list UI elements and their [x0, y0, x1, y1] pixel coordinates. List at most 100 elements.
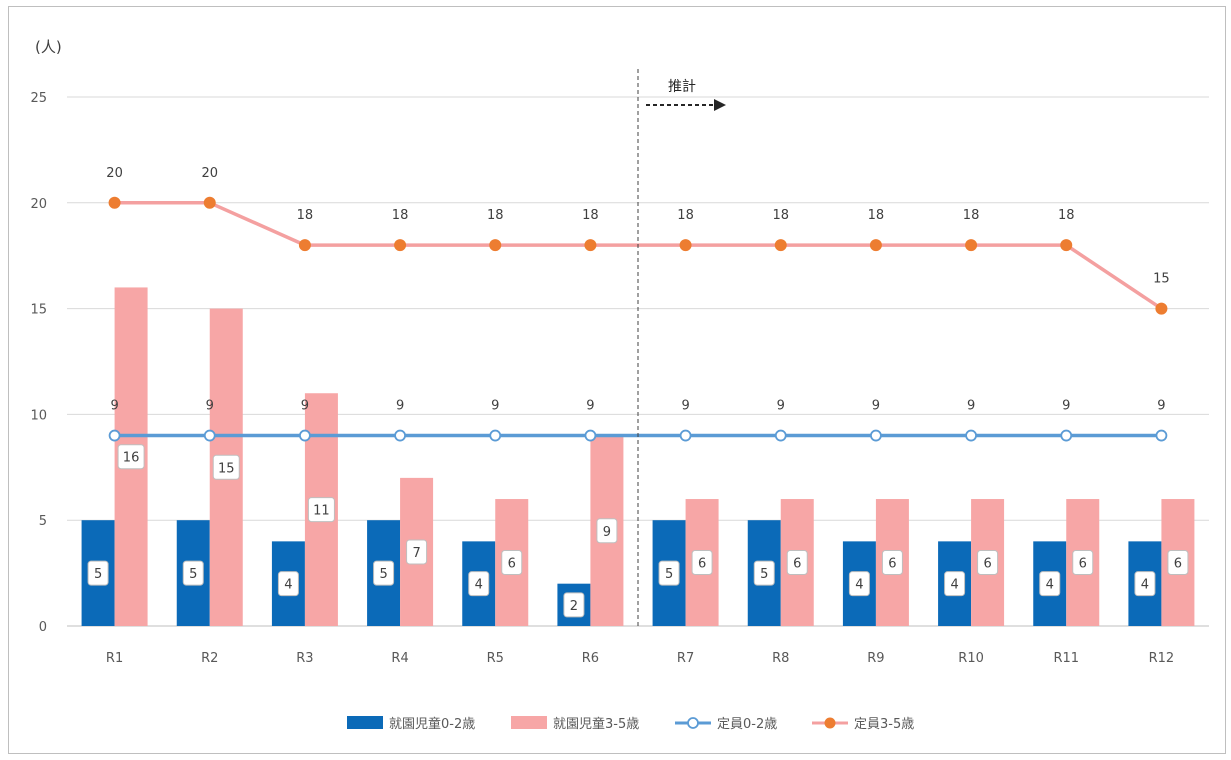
bar-value-label: 11	[313, 504, 330, 519]
bar-value-box	[182, 560, 204, 586]
point-marker	[774, 239, 787, 252]
bar-value-box	[596, 518, 618, 544]
line-value-label: 9	[872, 399, 880, 414]
y-unit-label: (人)	[35, 38, 62, 56]
bar-value-label: 4	[1141, 578, 1149, 593]
bar-value-label: 4	[1046, 578, 1054, 593]
line-value-label: 9	[396, 399, 404, 414]
bar-value-label: 4	[950, 578, 958, 593]
legend-label: 就園児童0-2歳	[389, 716, 475, 732]
bar-value-label: 15	[218, 461, 235, 476]
bar-value-box	[691, 550, 713, 576]
legend-label: 就園児童3-5歳	[553, 716, 639, 732]
bar-value-label: 6	[1079, 557, 1087, 572]
line-value-label: 18	[963, 208, 980, 223]
bar-value-box	[848, 571, 870, 597]
point-marker	[299, 429, 311, 442]
bar-value-label: 4	[855, 578, 863, 593]
y-tick-label: 5	[39, 514, 47, 529]
legend-swatch	[511, 716, 547, 729]
x-tick-label: R6	[582, 651, 599, 666]
line-value-label: 9	[491, 399, 499, 414]
point-marker	[1155, 429, 1168, 442]
line-value-label: 18	[392, 208, 409, 223]
bar-value-label: 6	[1174, 557, 1182, 572]
x-tick-label: R8	[772, 651, 789, 666]
x-tick-label: R12	[1149, 651, 1175, 666]
point-marker	[1155, 302, 1168, 315]
chart-frame: (人) 0 5 10 15 20 25 R1 R2 R3 R4 R5 R6 R7 R8 R9 R10 R11 R1…	[8, 6, 1226, 754]
bar-value-label: 9	[603, 525, 611, 540]
bar-value-label: 5	[760, 567, 768, 582]
x-tick-label: R9	[867, 651, 884, 666]
point-marker	[965, 239, 978, 252]
bar-value-box	[881, 550, 903, 576]
legend-swatch	[347, 716, 383, 729]
point-marker	[679, 239, 692, 252]
line-value-label: 18	[582, 208, 599, 223]
bar-value-box	[563, 592, 585, 618]
y-tick-label: 15	[30, 303, 47, 318]
x-tick-label: R4	[391, 651, 408, 666]
point-marker	[203, 429, 216, 442]
bar-value-label: 6	[888, 557, 896, 572]
legend-label: 定員3-5歳	[854, 717, 914, 732]
data-label-layer: 5 5 4 5 4 2 5 5 4 4 4 4 16 15 11 7 6 9 6 6 6 6 6 6 9 9 9 9 9 9 9 9 9 9 9 9 2…	[87, 166, 1189, 618]
x-tick-label: R2	[201, 651, 218, 666]
line-value-label: 20	[106, 166, 123, 181]
bar-value-box	[1039, 571, 1061, 597]
y-tick-label: 25	[30, 91, 47, 106]
line-value-label: 20	[201, 166, 218, 181]
bar-value-box	[658, 560, 680, 586]
bar-value-box	[1072, 550, 1094, 576]
point-marker	[489, 429, 502, 442]
x-tick-label: R1	[106, 651, 123, 666]
line-value-label: 18	[677, 208, 694, 223]
legend-marker	[687, 717, 699, 729]
bar-value-box	[501, 550, 523, 576]
line-value-label: 9	[1157, 399, 1165, 414]
bar-value-label: 16	[123, 451, 140, 466]
line-value-label: 9	[301, 399, 309, 414]
point-marker	[679, 429, 692, 442]
bar-value-box	[753, 560, 775, 586]
bar-value-label: 5	[94, 567, 102, 582]
point-marker	[108, 196, 121, 209]
x-tick-label: R7	[677, 651, 694, 666]
line-layer	[108, 196, 1168, 442]
point-marker	[203, 196, 216, 209]
bar-value-box	[786, 550, 808, 576]
forecast-arrowhead	[714, 99, 726, 111]
bar-value-box	[1134, 571, 1156, 597]
bar-value-label: 5	[189, 567, 197, 582]
point-marker	[489, 239, 502, 252]
bar-value-box	[307, 497, 335, 523]
x-tick-label: R5	[487, 651, 504, 666]
line-value-label: 18	[772, 208, 789, 223]
point-marker	[108, 429, 121, 442]
point-marker	[394, 429, 406, 442]
point-marker	[965, 429, 977, 442]
x-tick-label: R10	[958, 651, 984, 666]
bar-value-box	[212, 454, 240, 480]
bar-value-label: 5	[379, 567, 387, 582]
forecast-annotation: 推計	[637, 69, 726, 626]
bar-value-box	[277, 571, 299, 597]
line-value-label: 9	[777, 399, 785, 414]
line-value-label: 18	[868, 208, 885, 223]
legend: 就園児童0-2歳 就園児童3-5歳 定員0-2歳 定員3-5歳	[347, 716, 914, 732]
line-value-label: 9	[206, 399, 214, 414]
line-value-label: 9	[110, 399, 118, 414]
x-tick-label: R3	[296, 651, 313, 666]
bar-value-box	[977, 550, 999, 576]
point-marker	[394, 239, 407, 252]
y-tick-label: 0	[39, 620, 47, 635]
bar-value-label: 4	[284, 578, 292, 593]
bar-value-box	[117, 444, 145, 470]
line-value-label: 9	[586, 399, 594, 414]
bar-value-label: 6	[983, 557, 991, 572]
point-marker	[584, 239, 597, 252]
bar-value-label: 5	[665, 567, 673, 582]
line-value-label: 18	[1058, 208, 1075, 223]
